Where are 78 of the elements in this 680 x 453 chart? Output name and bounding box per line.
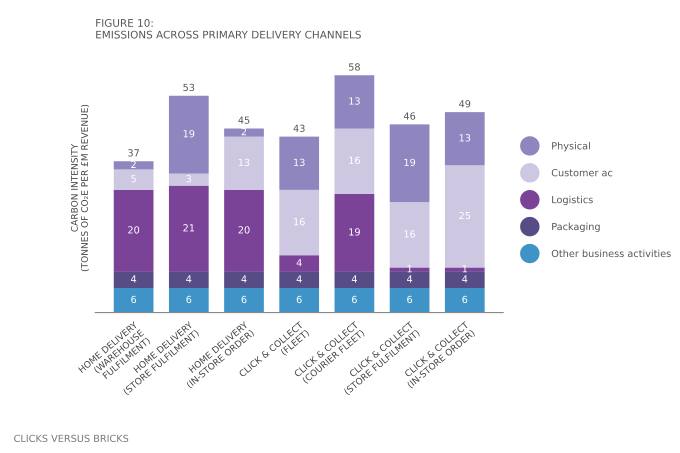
bar <box>224 136 264 190</box>
data-label: 3 <box>186 175 192 182</box>
total-label: 53 <box>183 84 194 92</box>
data-label: 4 <box>296 275 302 283</box>
bar <box>224 128 264 137</box>
bar <box>114 288 154 313</box>
total-label: 46 <box>404 112 416 120</box>
bar <box>279 190 320 256</box>
data-label: 16 <box>349 156 360 164</box>
data-label: 21 <box>183 224 194 232</box>
data-label: 20 <box>128 226 140 234</box>
bar <box>390 124 430 202</box>
bar <box>224 190 264 272</box>
data-label: 4 <box>241 275 247 283</box>
data-label: 4 <box>296 259 302 266</box>
data-label: 4 <box>131 275 136 283</box>
bar <box>114 161 154 170</box>
data-label: 4 <box>406 275 412 283</box>
bar <box>168 96 209 174</box>
legend-label: Customer ac <box>552 169 612 176</box>
bar <box>334 272 374 288</box>
data-label: 16 <box>404 230 416 238</box>
data-label: 25 <box>459 212 470 220</box>
legend-label: Packaging <box>552 222 600 232</box>
data-label: 6 <box>462 296 468 304</box>
total-label: 43 <box>293 124 305 132</box>
bar <box>114 169 154 190</box>
bar <box>224 272 264 288</box>
data-label: 19 <box>349 228 360 236</box>
data-label: 19 <box>184 130 194 138</box>
bar <box>390 272 430 288</box>
bar <box>279 272 320 288</box>
bar <box>279 255 320 272</box>
bar <box>444 288 485 313</box>
data-label: 6 <box>352 296 357 304</box>
total-label: 49 <box>459 100 470 108</box>
bar <box>279 288 320 313</box>
data-label: 20 <box>238 226 250 234</box>
legend-label: Other business activities <box>552 250 671 258</box>
data-label: 2 <box>131 160 136 168</box>
total-label: 58 <box>348 63 360 71</box>
bar <box>334 75 374 128</box>
bar <box>334 194 374 272</box>
text: CLICKS VERSUS BRICKS <box>14 434 128 442</box>
bar <box>114 272 154 288</box>
bar <box>334 288 374 313</box>
data-label: 6 <box>407 296 412 304</box>
bar <box>168 186 209 272</box>
bar <box>279 136 320 190</box>
data-label: 13 <box>294 158 305 166</box>
data-label: 19 <box>404 158 416 166</box>
total-label: 45 <box>238 116 250 124</box>
legend-label: Logistics <box>552 196 593 206</box>
bar <box>114 190 154 272</box>
data-label: 6 <box>186 296 192 304</box>
bar <box>168 288 209 313</box>
bar <box>390 288 430 313</box>
data-label: 13 <box>460 134 470 142</box>
data-label: 4 <box>186 275 192 283</box>
data-label: 13 <box>349 97 360 105</box>
bar <box>334 128 374 194</box>
data-label: 6 <box>131 296 136 304</box>
bar <box>444 112 485 166</box>
data-label: 6 <box>242 296 246 304</box>
y-axis-title: CARBON INTENSITY (TONNES OF CO₂E PER £M REVENUE) <box>70 104 89 272</box>
chart-title: FIGURE 10: EMISSIONS ACROSS PRIMARY DELIVERY CHANNELS <box>96 19 361 39</box>
data-label: 6 <box>296 296 302 304</box>
legend-label: Physical <box>552 142 590 152</box>
total-label: 37 <box>128 149 139 157</box>
bar <box>444 272 485 288</box>
data-label: 16 <box>294 218 305 226</box>
bar <box>168 173 209 186</box>
data-label: 13 <box>238 158 250 166</box>
bar <box>224 288 264 313</box>
data-label: 4 <box>462 275 468 283</box>
bar <box>168 272 209 288</box>
data-label: 4 <box>352 275 357 283</box>
data-label: 5 <box>131 175 136 182</box>
